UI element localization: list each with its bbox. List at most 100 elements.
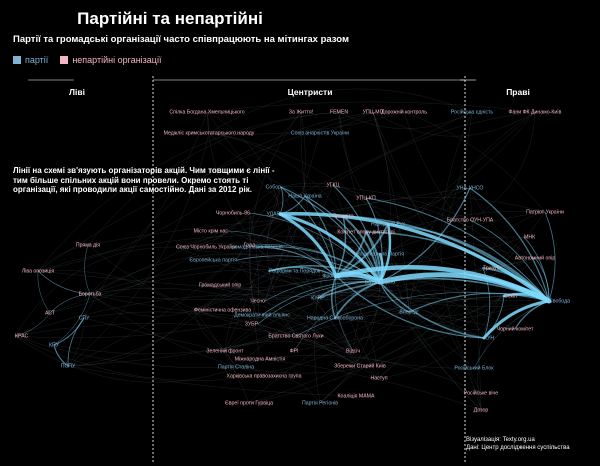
node-label: Боротьба [79,291,102,297]
edge-batkivsh-vp [236,255,381,283]
node-trizub: Тризуб [483,265,500,271]
background-edge [89,293,237,368]
node-act: АСТ [45,310,56,316]
background-edge [379,211,546,255]
edge-kpu-pspu [53,344,69,367]
node-label: Меджліс кримськотатарського народу [164,130,255,136]
background-edge [206,111,319,299]
edge-front-reformy [268,266,337,277]
background-edge [67,244,256,367]
edge-udar-sobor [279,186,284,215]
node-label: Збережи Старий Київ [334,362,386,369]
node-chornkom: Чорний комітет [497,325,534,332]
node-demalyans: Демократичний альянс [234,311,290,318]
background-edge [267,186,297,337]
node-fpu: ФРІ [290,348,299,354]
node-batkivsh: Батьківщина [365,279,395,285]
edge-batkivsh-ugcc [332,184,381,283]
node-udar: УДАР [267,211,281,217]
node-label: Чесно [250,298,265,304]
node-pstalina: Партія Сталіна [218,364,254,370]
node-spu: СПУ [79,315,90,321]
node-label: УНА-УНСО [457,185,484,191]
background-edge [264,184,334,302]
node-label: Народний Рух [371,220,405,227]
background-edge [280,185,471,221]
background-edge [469,187,482,411]
background-edge [89,257,536,300]
node-ugcmp: УПЦ-МП [363,109,384,115]
node-label: Тризуб [483,265,500,271]
node-label: Чорний комітет [497,325,534,332]
edge-front-hrompoz [255,246,337,277]
node-avtomaydan: Автономний опір [515,254,556,261]
edge-batkivsh-prosvita [342,215,381,283]
node-vidsich: Відсіч [346,348,360,354]
edge-batkivsh-demalyans [261,281,381,316]
background-edge [53,219,471,355]
node-nashaukr: Наша Україна [288,193,322,199]
edge-batkivsh-chesno [264,278,381,302]
node-zberkyiv: Збережи Старий Київ [334,362,386,369]
node-label: ПСПУ [61,363,76,369]
edge-batkivsh-narrukh [378,222,392,284]
background-edge [257,323,297,338]
edge-kpras-act [14,312,51,337]
node-medzhlis: Меджліс кримськотатарського народу [164,130,255,136]
edge-batkivsh-chornobyl86 [249,212,381,283]
node-nacpartiia: Національна Партія [356,251,404,257]
node-label: Патріот України [526,209,564,215]
node-dorkontrol: Дорожній контроль [381,108,427,115]
background-edge [89,293,195,317]
node-narrukh: Народний Рух [371,220,405,227]
node-nastup: Наступ [370,375,387,381]
node-label: КРАС [15,333,28,339]
edge-front-vidsich [334,275,354,352]
background-edge [208,132,389,225]
background-edge [295,335,475,369]
background-edge [263,375,321,404]
edge-batkivsh-udar [278,212,382,284]
node-label: Російська єдність [451,108,493,115]
background-edge [37,269,237,368]
node-label: Град [244,242,255,248]
background-edge [268,270,337,280]
credit-source: Дані: Центр дослідження суспільства [466,444,570,451]
background-edge [14,335,237,369]
node-label: Реформи та Порядок [269,268,321,274]
background-edge [334,295,505,319]
background-edge [89,111,473,295]
node-rosyednist: Російська єдність [451,108,493,115]
edge-batkivsh-grad [254,244,381,283]
node-pspu: ПСПУ [61,363,76,369]
legend-item-party: партії [13,55,48,65]
edge-svoboda-una [469,187,550,302]
node-label: Наступ [370,375,387,381]
credit-visualization: Візуалізація: Texty.org.ua [466,437,535,443]
node-reformy: Реформи та Порядок [269,268,321,274]
background-edge [319,328,516,404]
background-edge [67,309,195,367]
background-edge [14,294,485,339]
node-femen: FEMEN [330,109,348,115]
node-label: Феміністична офензива [194,307,251,313]
background-edge [335,275,516,330]
node-bratsvlu: Братство Святого Луки [268,333,323,339]
background-edge [224,340,361,367]
background-edge [14,246,177,337]
background-edge [89,287,380,379]
node-una: УНА-УНСО [457,185,484,191]
node-komitet: Комітет опору диктатурі [337,229,394,235]
background-edge [67,132,210,367]
node-sobor: Собор [266,184,281,190]
node-zelfront: Зелений фронт [206,347,244,354]
node-fanydk: Фани ФК Динамо-Київ [509,109,562,115]
background-edge [224,323,259,352]
background-edge [261,314,380,379]
background-edge [89,111,208,295]
background-edge [206,111,281,215]
edge-front-prosvita [335,215,347,277]
edge-kpu-borotba [53,293,91,346]
node-grad: Град [244,242,255,248]
